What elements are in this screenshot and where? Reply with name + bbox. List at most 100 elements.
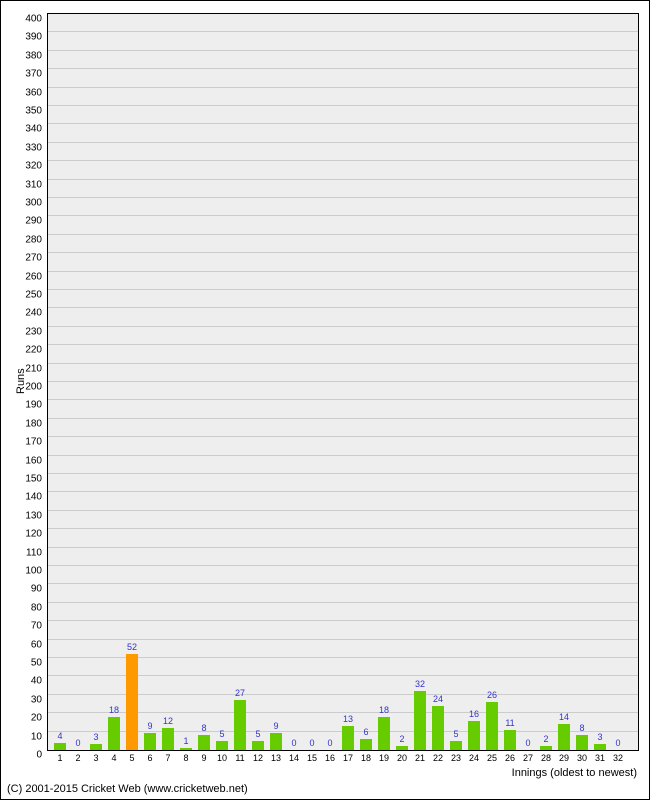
- gridline: [48, 547, 638, 548]
- bar-value-label: 0: [309, 738, 314, 748]
- x-tick-label: 3: [93, 750, 98, 763]
- bar-value-label: 18: [379, 705, 389, 715]
- gridline: [48, 399, 638, 400]
- gridline: [48, 510, 638, 511]
- gridline: [48, 142, 638, 143]
- x-tick-label: 15: [307, 750, 317, 763]
- bar-value-label: 0: [291, 738, 296, 748]
- x-tick-label: 31: [595, 750, 605, 763]
- bar: [576, 735, 588, 750]
- gridline: [48, 271, 638, 272]
- x-tick-label: 26: [505, 750, 515, 763]
- bar-value-label: 24: [433, 694, 443, 704]
- gridline: [48, 123, 638, 124]
- gridline: [48, 50, 638, 51]
- gridline: [48, 639, 638, 640]
- x-tick-label: 16: [325, 750, 335, 763]
- x-tick-label: 12: [253, 750, 263, 763]
- bar-value-label: 0: [327, 738, 332, 748]
- y-tick-label: 270: [25, 253, 48, 264]
- bar-value-label: 5: [453, 729, 458, 739]
- copyright-text: (C) 2001-2015 Cricket Web (www.cricketwe…: [7, 783, 248, 795]
- bar: [54, 743, 66, 750]
- bar-value-label: 8: [579, 723, 584, 733]
- bar-value-label: 3: [93, 732, 98, 742]
- gridline: [48, 620, 638, 621]
- bar: [216, 741, 228, 750]
- bar-value-label: 0: [615, 738, 620, 748]
- bar-value-label: 5: [219, 729, 224, 739]
- y-tick-label: 20: [31, 713, 48, 724]
- gridline: [48, 160, 638, 161]
- gridline: [48, 363, 638, 364]
- y-tick-label: 30: [31, 694, 48, 705]
- bar: [126, 654, 138, 750]
- x-tick-label: 14: [289, 750, 299, 763]
- bar-value-label: 0: [75, 738, 80, 748]
- bar-value-label: 26: [487, 690, 497, 700]
- y-tick-label: 80: [31, 602, 48, 613]
- y-tick-label: 170: [25, 437, 48, 448]
- gridline: [48, 418, 638, 419]
- y-tick-label: 180: [25, 418, 48, 429]
- y-tick-label: 150: [25, 474, 48, 485]
- y-tick-label: 370: [25, 69, 48, 80]
- bar: [468, 721, 480, 750]
- gridline: [48, 583, 638, 584]
- bar-value-label: 27: [235, 688, 245, 698]
- bar-value-label: 18: [109, 705, 119, 715]
- y-tick-label: 210: [25, 363, 48, 374]
- y-tick-label: 330: [25, 142, 48, 153]
- bar-value-label: 52: [127, 642, 137, 652]
- gridline: [48, 491, 638, 492]
- gridline: [48, 289, 638, 290]
- gridline: [48, 252, 638, 253]
- bar-value-label: 12: [163, 716, 173, 726]
- y-tick-label: 230: [25, 326, 48, 337]
- gridline: [48, 473, 638, 474]
- bar: [558, 724, 570, 750]
- bar-value-label: 14: [559, 712, 569, 722]
- y-tick-label: 260: [25, 271, 48, 282]
- y-tick-label: 90: [31, 584, 48, 595]
- y-tick-label: 70: [31, 621, 48, 632]
- x-tick-label: 17: [343, 750, 353, 763]
- chart-frame: 0102030405060708090100110120130140150160…: [0, 0, 650, 800]
- y-tick-label: 250: [25, 290, 48, 301]
- bar-value-label: 8: [201, 723, 206, 733]
- x-tick-label: 18: [361, 750, 371, 763]
- bar: [234, 700, 246, 750]
- gridline: [48, 565, 638, 566]
- bar-value-label: 0: [525, 738, 530, 748]
- gridline: [48, 31, 638, 32]
- bar-value-label: 2: [399, 734, 404, 744]
- y-tick-label: 100: [25, 566, 48, 577]
- x-tick-label: 13: [271, 750, 281, 763]
- y-tick-label: 120: [25, 529, 48, 540]
- gridline: [48, 307, 638, 308]
- x-tick-label: 11: [235, 750, 244, 763]
- y-axis-label: Runs: [15, 368, 27, 394]
- bar: [108, 717, 120, 750]
- gridline: [48, 326, 638, 327]
- y-tick-label: 240: [25, 308, 48, 319]
- bar: [378, 717, 390, 750]
- y-tick-label: 320: [25, 161, 48, 172]
- gridline: [48, 87, 638, 88]
- y-tick-label: 40: [31, 676, 48, 687]
- bar: [252, 741, 264, 750]
- bar: [450, 741, 462, 750]
- x-tick-label: 20: [397, 750, 407, 763]
- bar: [504, 730, 516, 750]
- y-tick-label: 50: [31, 658, 48, 669]
- y-tick-label: 350: [25, 106, 48, 117]
- x-tick-label: 21: [415, 750, 425, 763]
- x-tick-label: 2: [75, 750, 80, 763]
- x-tick-label: 29: [559, 750, 569, 763]
- y-tick-label: 280: [25, 234, 48, 245]
- bar-value-label: 16: [469, 709, 479, 719]
- x-tick-label: 23: [451, 750, 461, 763]
- x-tick-label: 30: [577, 750, 587, 763]
- y-tick-label: 0: [36, 750, 48, 761]
- gridline: [48, 344, 638, 345]
